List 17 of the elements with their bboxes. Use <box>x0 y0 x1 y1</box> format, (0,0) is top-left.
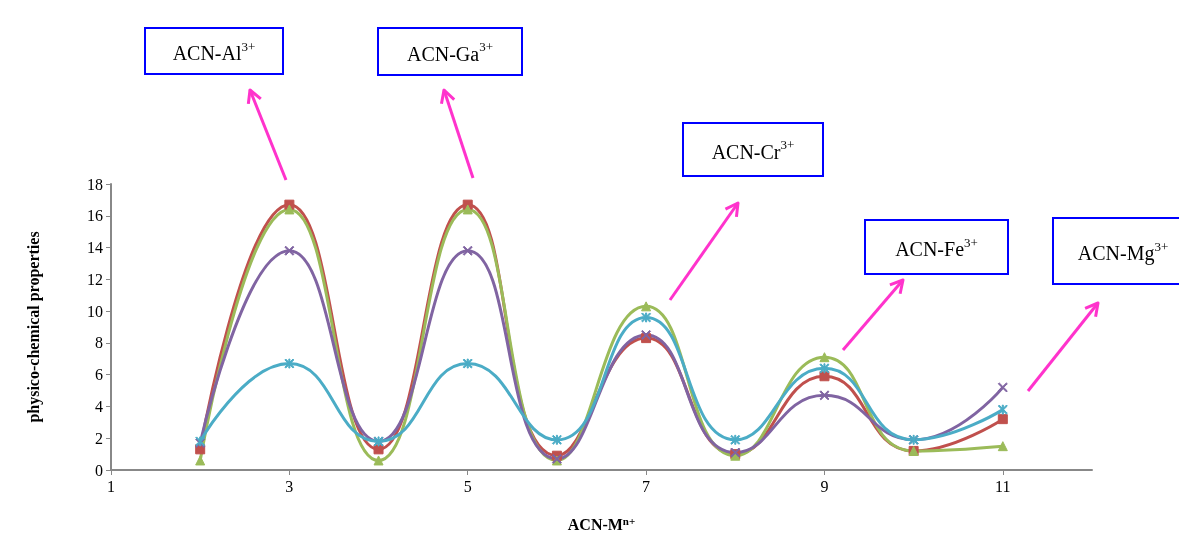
y-tick-label: 16 <box>87 207 103 225</box>
x-tick-label: 7 <box>642 477 651 495</box>
y-tick-label: 0 <box>95 461 103 479</box>
y-tick-label: 4 <box>95 397 103 415</box>
y-tick-label: 12 <box>87 270 103 288</box>
x-tick-label: 3 <box>285 477 294 495</box>
x-tick-label: 11 <box>995 477 1011 495</box>
y-tick-label: 10 <box>87 302 103 320</box>
x-tick-label: 1 <box>107 477 115 495</box>
y-tick-label: 14 <box>87 239 103 257</box>
y-axis-title: physico-chemical properties <box>24 231 43 423</box>
x-tick-label: 5 <box>463 477 472 495</box>
y-tick-label: 8 <box>95 334 103 352</box>
y-tick-label: 18 <box>87 175 103 193</box>
y-tick-label: 6 <box>95 366 103 384</box>
y-tick-label: 2 <box>95 429 103 447</box>
x-tick-label: 9 <box>820 477 829 495</box>
